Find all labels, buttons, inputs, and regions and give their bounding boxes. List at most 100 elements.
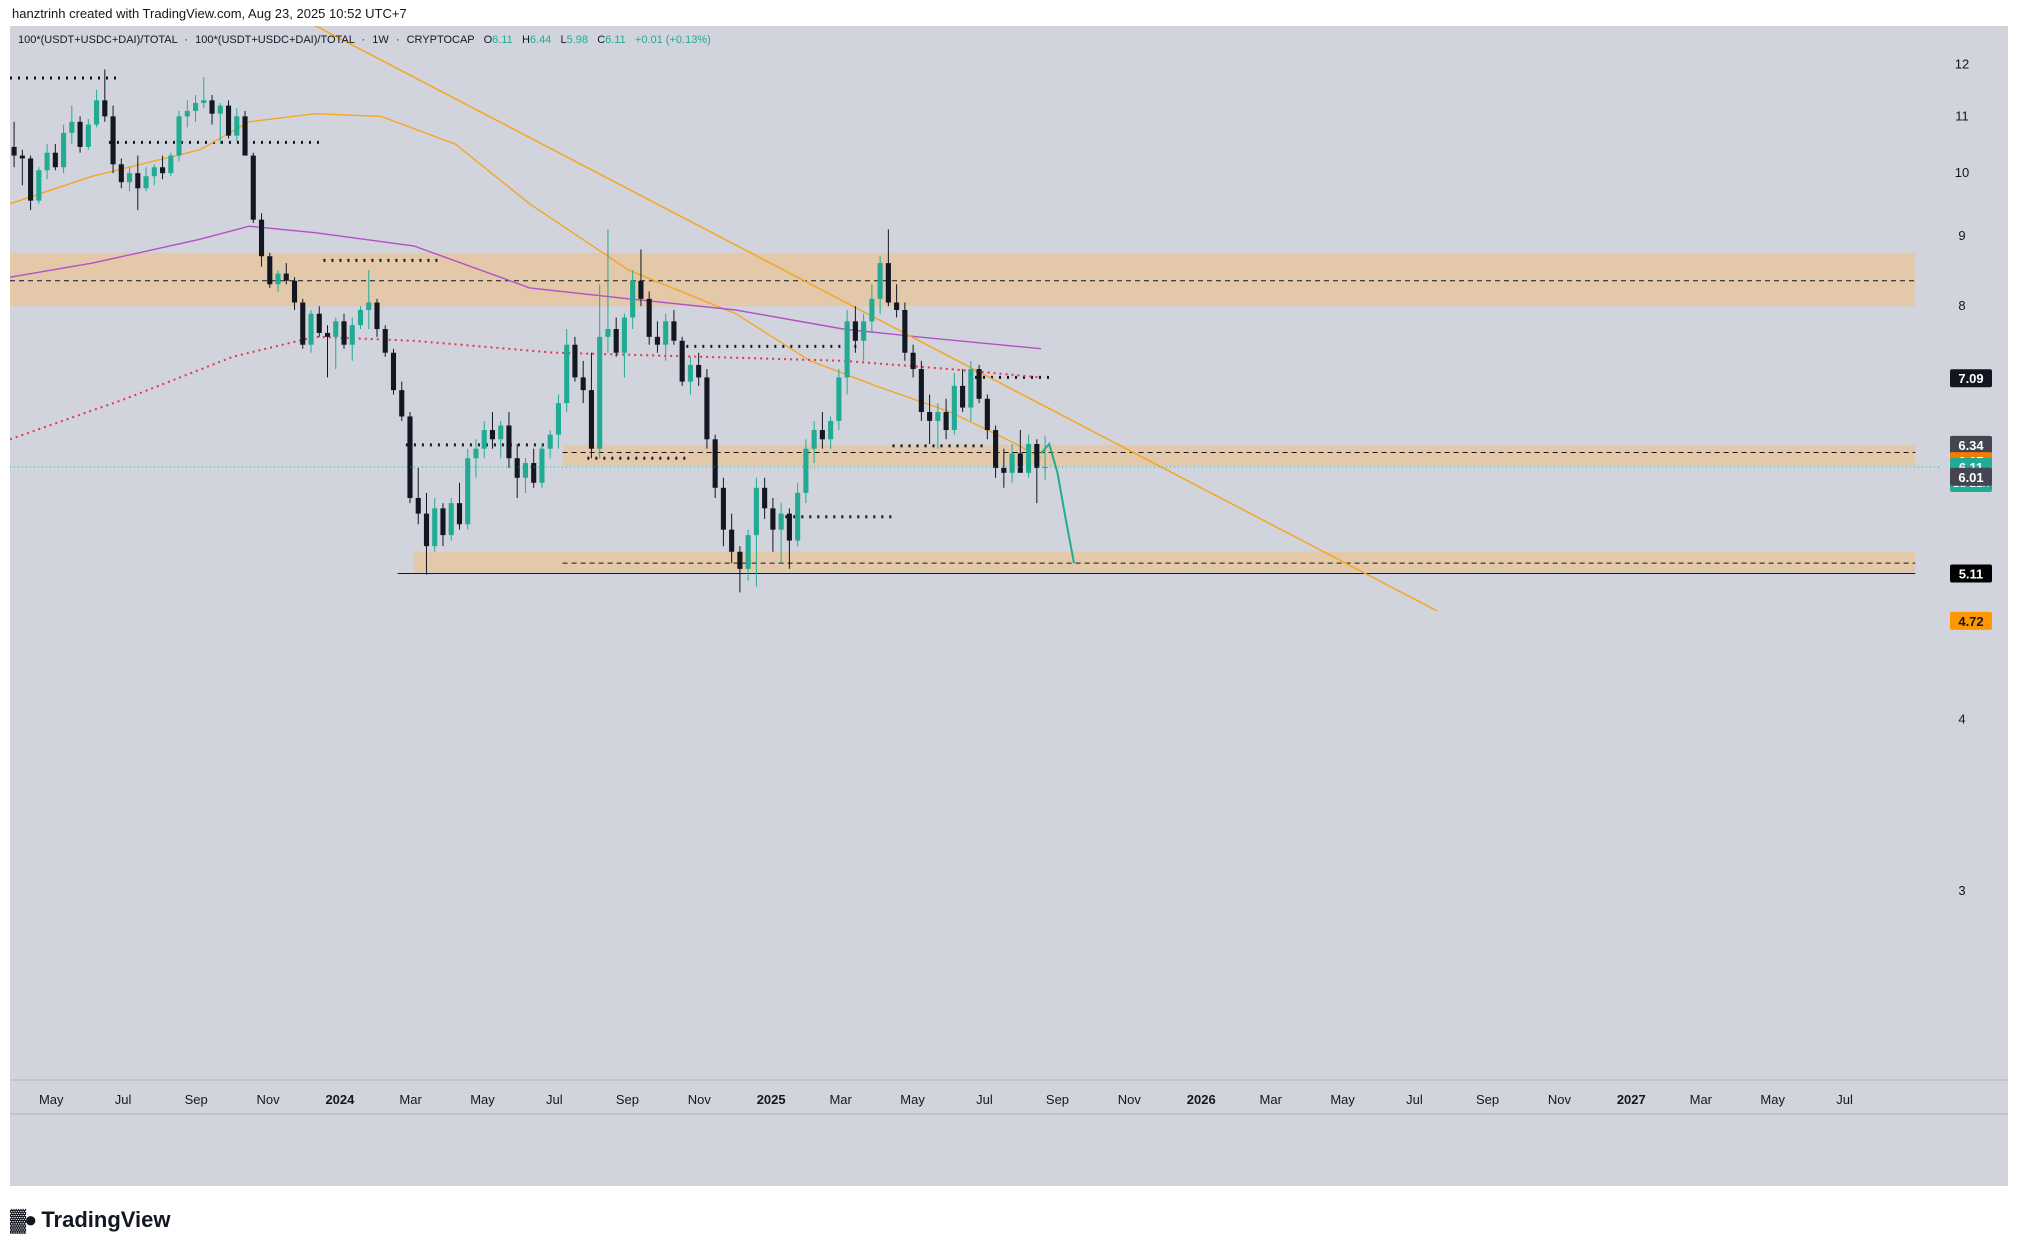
candle-body[interactable]	[712, 439, 718, 488]
candle-body[interactable]	[861, 321, 867, 341]
candle-body[interactable]	[357, 309, 364, 326]
candle-body[interactable]	[1026, 443, 1032, 473]
candle-body[interactable]	[102, 100, 108, 117]
candle-body[interactable]	[159, 167, 166, 174]
candle-body[interactable]	[250, 155, 256, 220]
candle-body[interactable]	[506, 425, 512, 459]
candle-body[interactable]	[1009, 453, 1015, 473]
candle-body[interactable]	[935, 411, 941, 421]
candle-body[interactable]	[687, 364, 693, 382]
candle-body[interactable]	[19, 155, 25, 159]
candle-body[interactable]	[432, 508, 438, 547]
candle-body[interactable]	[745, 535, 751, 569]
candle-body[interactable]	[291, 280, 298, 303]
candle-body[interactable]	[720, 487, 726, 530]
candle-body[interactable]	[151, 167, 157, 177]
candle-body[interactable]	[366, 302, 372, 310]
candle-body[interactable]	[696, 364, 702, 378]
candle-body[interactable]	[127, 173, 133, 183]
candle-body[interactable]	[61, 132, 67, 168]
candle-body[interactable]	[308, 313, 314, 345]
chart-canvas[interactable]: 12 11 10 9 8 4 3 May Jul Sep Nov 2024 Mar May Jul Sep No…	[10, 26, 2008, 1186]
candle-body[interactable]	[85, 124, 91, 147]
price-axis-label[interactable]: 4.72	[1950, 611, 1992, 630]
candle-body[interactable]	[852, 321, 858, 341]
candle-body[interactable]	[110, 116, 116, 165]
candle-body[interactable]	[522, 463, 529, 478]
candle-body[interactable]	[489, 430, 496, 440]
candle-body[interactable]	[654, 336, 660, 345]
candle-body[interactable]	[217, 105, 223, 114]
candle-body[interactable]	[440, 508, 446, 536]
candle-body[interactable]	[407, 416, 413, 498]
candle-body[interactable]	[448, 503, 454, 536]
candle-body[interactable]	[770, 508, 776, 530]
candle-body[interactable]	[44, 152, 50, 171]
candle-body[interactable]	[473, 448, 479, 459]
candle-body[interactable]	[580, 377, 586, 391]
candle-body[interactable]	[539, 448, 545, 483]
candle-body[interactable]	[877, 263, 883, 299]
candle-body[interactable]	[341, 321, 347, 345]
candle-body[interactable]	[423, 513, 430, 547]
candle-body[interactable]	[514, 458, 520, 478]
candle-body[interactable]	[52, 152, 58, 168]
candle-body[interactable]	[1017, 453, 1023, 473]
candle-body[interactable]	[918, 369, 924, 412]
candle-body[interactable]	[267, 256, 273, 285]
candle-body[interactable]	[1042, 466, 1048, 468]
candle-body[interactable]	[564, 344, 570, 404]
candle-body[interactable]	[638, 280, 644, 299]
candle-body[interactable]	[762, 487, 768, 509]
candle-body[interactable]	[910, 352, 916, 370]
candle-body[interactable]	[836, 377, 842, 421]
candle-body[interactable]	[225, 105, 232, 136]
candle-body[interactable]	[300, 302, 306, 345]
candle-body[interactable]	[374, 302, 380, 330]
candle-body[interactable]	[984, 398, 990, 431]
candle-body[interactable]	[869, 298, 875, 322]
tradingview-logo-text[interactable]: TradingView	[41, 1207, 171, 1232]
candle-body[interactable]	[795, 492, 801, 541]
candle-body[interactable]	[1001, 467, 1007, 473]
candle-body[interactable]	[11, 146, 17, 156]
candle-body[interactable]	[283, 273, 289, 281]
candle-body[interactable]	[349, 325, 355, 345]
candle-body[interactable]	[547, 434, 553, 449]
candle-body[interactable]	[819, 430, 825, 440]
candle-body[interactable]	[943, 411, 949, 431]
candle-body[interactable]	[69, 121, 75, 133]
candle-body[interactable]	[390, 352, 397, 391]
candle-body[interactable]	[960, 385, 966, 408]
price-axis-label[interactable]: 6.01	[1950, 467, 1992, 486]
candle-body[interactable]	[28, 158, 34, 201]
candle-body[interactable]	[646, 298, 652, 337]
candle-body[interactable]	[894, 302, 900, 310]
candle-body[interactable]	[803, 448, 809, 493]
candle-body[interactable]	[778, 513, 784, 530]
tradingview-logo-icon[interactable]: ▓●	[10, 1207, 37, 1232]
candle-body[interactable]	[258, 219, 265, 257]
candle-body[interactable]	[1034, 443, 1040, 468]
candle-body[interactable]	[143, 176, 149, 189]
candle-body[interactable]	[201, 100, 207, 103]
candle-body[interactable]	[968, 369, 974, 408]
candle-body[interactable]	[704, 377, 710, 440]
candle-body[interactable]	[597, 336, 603, 449]
candle-body[interactable]	[729, 529, 735, 552]
candle-body[interactable]	[902, 309, 908, 353]
candle-body[interactable]	[588, 390, 594, 449]
candle-body[interactable]	[242, 116, 248, 156]
candle-body[interactable]	[844, 321, 850, 378]
candle-body[interactable]	[465, 458, 471, 525]
candle-body[interactable]	[605, 329, 611, 337]
candle-body[interactable]	[184, 110, 190, 117]
candle-body[interactable]	[168, 155, 174, 174]
candle-body[interactable]	[316, 313, 322, 333]
candle-body[interactable]	[572, 344, 578, 378]
candle-body[interactable]	[828, 420, 834, 440]
candle-body[interactable]	[77, 121, 83, 147]
price-axis-label[interactable]: 6.34	[1950, 435, 1992, 454]
candle-body[interactable]	[498, 425, 504, 440]
candle-body[interactable]	[399, 390, 405, 417]
